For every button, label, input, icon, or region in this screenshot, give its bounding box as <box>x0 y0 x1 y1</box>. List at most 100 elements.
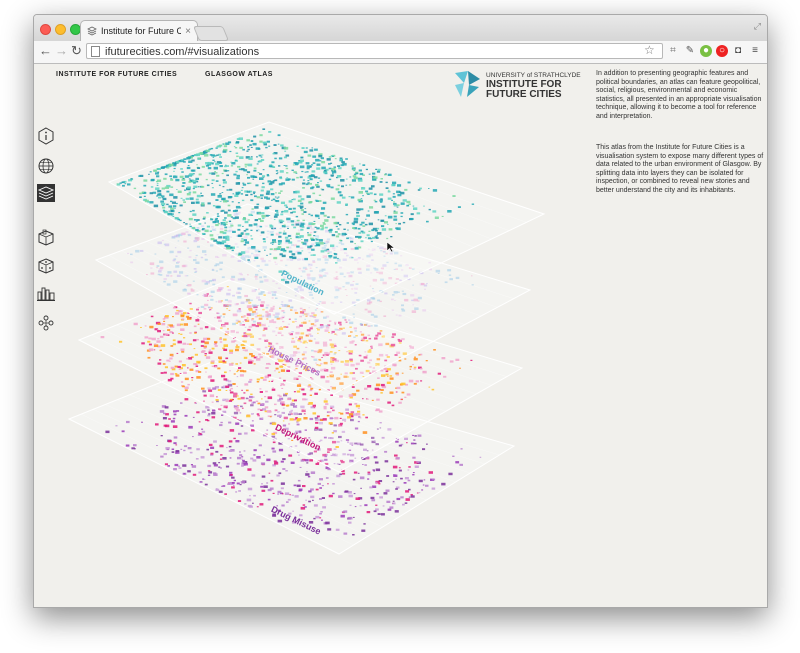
map-cell <box>310 254 313 256</box>
map-cell <box>313 450 317 453</box>
map-cell <box>385 173 387 175</box>
map-cell <box>277 331 282 334</box>
map-cell <box>204 353 207 355</box>
map-cell <box>334 323 337 325</box>
close-window-button[interactable] <box>40 24 51 35</box>
map-cell <box>202 295 204 296</box>
map-cell <box>183 158 187 161</box>
map-cell <box>175 450 180 453</box>
map-cell <box>174 207 176 209</box>
map-cell <box>332 492 335 495</box>
bookmark-star-icon[interactable]: ☆ <box>644 43 655 57</box>
city-block-icon[interactable] <box>37 229 55 247</box>
map-cell <box>351 301 356 304</box>
map-cell <box>294 399 297 402</box>
map-cell <box>330 386 333 388</box>
info-icon[interactable] <box>37 127 55 145</box>
map-cell <box>235 346 240 349</box>
layers-icon[interactable] <box>37 184 55 202</box>
dice-icon[interactable] <box>37 257 55 275</box>
map-cell <box>303 150 308 154</box>
map-cell <box>395 457 400 460</box>
map-cell <box>315 447 318 450</box>
extension-red-icon[interactable]: ○ <box>716 45 728 57</box>
map-cell <box>258 292 263 295</box>
map-cell <box>327 252 330 254</box>
map-cell <box>455 358 460 361</box>
extension-wrench-icon[interactable]: ✎ <box>685 45 695 56</box>
map-cell <box>244 250 250 253</box>
map-cell <box>319 242 324 245</box>
map-cell <box>353 516 355 518</box>
map-cell <box>248 399 253 402</box>
map-cell <box>262 246 267 249</box>
map-cell <box>240 168 245 171</box>
map-cell <box>285 264 288 267</box>
map-cell <box>328 422 333 425</box>
minimize-window-button[interactable] <box>55 24 66 35</box>
map-cell <box>180 348 185 351</box>
map-cell <box>209 230 212 232</box>
map-cell <box>241 233 244 235</box>
map-cell <box>292 164 295 166</box>
map-cell <box>349 350 354 353</box>
map-cell <box>255 176 258 178</box>
extension-green-icon[interactable]: ● <box>700 45 712 57</box>
buildings-icon[interactable] <box>37 284 55 302</box>
map-cell <box>288 332 291 335</box>
map-cell <box>351 386 355 388</box>
forward-arrow-icon[interactable]: → <box>55 43 68 58</box>
map-cell <box>253 167 257 170</box>
map-cell <box>292 321 295 323</box>
pocket-icon[interactable]: ◘ <box>734 45 742 56</box>
map-cell <box>189 368 194 371</box>
people-network-icon[interactable] <box>37 314 55 332</box>
map-cell <box>294 432 297 434</box>
map-cell <box>153 349 156 351</box>
tab-close-icon[interactable]: × <box>185 25 191 37</box>
map-cell <box>356 442 361 446</box>
map-cell <box>259 388 262 390</box>
globe-icon[interactable] <box>37 157 55 175</box>
map-cell <box>271 243 274 245</box>
map-cell <box>428 188 430 189</box>
new-tab-button[interactable] <box>192 26 230 41</box>
nav-glasgow-atlas-link[interactable]: GLASGOW ATLAS <box>205 71 273 78</box>
map-cell <box>353 493 356 495</box>
strathclyde-logo[interactable]: UNIVERSITY of STRATHCLYDE INSTITUTE FOR … <box>452 69 592 105</box>
map-cell <box>158 270 162 273</box>
map-cell <box>311 378 314 380</box>
map-cell <box>405 264 409 267</box>
map-cell <box>197 186 200 188</box>
atlas-layers-visualization[interactable] <box>34 64 594 607</box>
map-cell <box>169 324 173 327</box>
back-arrow-icon[interactable]: ← <box>39 43 52 58</box>
map-cell <box>304 268 308 270</box>
map-cell <box>250 146 253 148</box>
map-cell <box>165 447 170 450</box>
map-cell <box>250 210 255 214</box>
map-cell <box>149 171 152 173</box>
map-cell <box>266 482 269 484</box>
map-cell <box>193 259 197 262</box>
map-cell <box>208 413 211 415</box>
map-cell <box>305 334 308 336</box>
browser-tab[interactable]: Institute for Future Cities × <box>80 20 198 41</box>
map-cell <box>143 184 147 187</box>
map-cell <box>306 462 309 464</box>
map-cell <box>167 378 172 382</box>
address-bar[interactable]: ifuturecities.com/#visualizations <box>86 43 663 59</box>
map-cell <box>268 380 271 382</box>
extension-screen-icon[interactable]: ⌗ <box>670 45 676 56</box>
map-cell <box>210 244 214 247</box>
menu-icon[interactable]: ≡ <box>752 45 758 56</box>
map-cell <box>243 392 246 394</box>
map-cell <box>337 184 340 187</box>
reload-icon[interactable]: ↻ <box>71 43 82 58</box>
fullscreen-icon[interactable]: ⤢ <box>753 21 761 31</box>
nav-home-link[interactable]: INSTITUTE FOR FUTURE CITIES <box>56 71 178 78</box>
map-cell <box>334 158 337 160</box>
map-cell <box>395 478 397 480</box>
map-cell <box>373 470 375 472</box>
map-cell <box>270 188 274 191</box>
